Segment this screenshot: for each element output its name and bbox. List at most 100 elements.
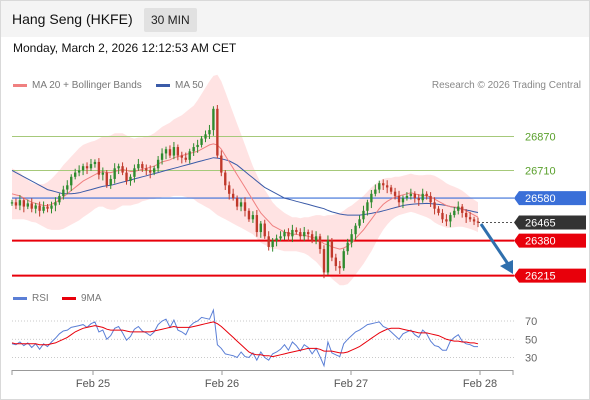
legend-ma20-bb: MA 20 + Bollinger Bands bbox=[13, 80, 142, 91]
candle-body bbox=[322, 249, 326, 273]
candle-body bbox=[89, 164, 93, 169]
timestamp: Monday, March 2, 2026 12:12:53 AM CET bbox=[13, 41, 237, 55]
candle-body bbox=[38, 205, 41, 211]
legend-ma50-label: MA 50 bbox=[175, 80, 204, 91]
candle-body bbox=[334, 257, 338, 267]
candle-body bbox=[26, 203, 29, 207]
candle-body bbox=[374, 189, 377, 194]
level-label-26215: 26215 bbox=[525, 271, 556, 283]
candle-body bbox=[354, 225, 357, 235]
candle-body bbox=[429, 195, 432, 203]
candle-body bbox=[378, 183, 381, 190]
legend-9ma-label: 9MA bbox=[81, 293, 102, 304]
candle-body bbox=[453, 210, 456, 216]
candle-body bbox=[342, 251, 345, 269]
candle-body bbox=[145, 168, 148, 171]
candle-body bbox=[42, 206, 45, 211]
candle-body bbox=[362, 210, 365, 220]
bollinger-band bbox=[12, 74, 478, 286]
candle-body bbox=[382, 183, 385, 186]
candle-body bbox=[413, 193, 416, 199]
candle-body bbox=[18, 200, 22, 206]
candle-body bbox=[105, 172, 108, 186]
candle-body bbox=[291, 229, 294, 237]
legend-ma50: MA 50 bbox=[156, 80, 203, 91]
rsi-tick-70: 70 bbox=[525, 316, 537, 328]
candle-body bbox=[338, 266, 341, 269]
candle-body bbox=[228, 185, 231, 194]
legend-9ma: 9MA bbox=[62, 293, 102, 304]
candle-body bbox=[385, 185, 389, 188]
candle-body bbox=[66, 185, 69, 190]
candle-body bbox=[318, 236, 322, 250]
candle-body bbox=[58, 195, 61, 203]
candle-body bbox=[117, 166, 120, 169]
candle-body bbox=[141, 164, 144, 169]
candle-body bbox=[421, 193, 424, 201]
candle-body bbox=[125, 172, 128, 182]
candle-body bbox=[133, 168, 136, 177]
candle-body bbox=[54, 202, 57, 206]
candle-body bbox=[433, 202, 436, 209]
candle-body bbox=[200, 138, 203, 145]
candle-body bbox=[401, 198, 405, 203]
candle-body bbox=[251, 215, 255, 220]
candle-body bbox=[441, 212, 444, 220]
candle-body bbox=[204, 134, 207, 139]
rsi-swatch bbox=[13, 296, 27, 300]
level-label-26215-box bbox=[514, 268, 586, 283]
candle-body bbox=[220, 155, 223, 173]
projection-arrow-shaft bbox=[479, 223, 510, 265]
candle-body bbox=[326, 240, 330, 273]
candle-body bbox=[156, 159, 160, 169]
candle-body bbox=[445, 219, 448, 222]
candle-body bbox=[30, 203, 33, 209]
candle-body bbox=[180, 155, 183, 158]
candle-body bbox=[287, 232, 290, 237]
candle-body bbox=[310, 234, 314, 241]
candle-body bbox=[184, 157, 187, 160]
candle-body bbox=[70, 176, 73, 186]
ma20-swatch bbox=[13, 83, 27, 87]
candle-body bbox=[314, 236, 318, 241]
candle-body bbox=[370, 193, 373, 203]
candle-body bbox=[235, 198, 239, 207]
candle-body bbox=[299, 232, 302, 237]
candle-body bbox=[330, 240, 334, 258]
candle-body bbox=[224, 172, 227, 186]
candle-body bbox=[279, 236, 282, 239]
current-price-label-box bbox=[514, 215, 586, 230]
candle-body bbox=[160, 153, 164, 160]
candle-body bbox=[472, 219, 476, 222]
candle-body bbox=[346, 242, 349, 252]
candle-body bbox=[468, 217, 472, 220]
resistance-label-26710: 26710 bbox=[525, 165, 556, 177]
candle-body bbox=[303, 232, 306, 237]
candle-body bbox=[417, 198, 420, 201]
candle-body bbox=[307, 232, 310, 235]
instrument-title: Hang Seng (HKFE) bbox=[12, 11, 133, 27]
candle-body bbox=[397, 195, 401, 203]
candle-body bbox=[121, 166, 124, 173]
candle-body bbox=[461, 206, 464, 213]
candle-body bbox=[81, 166, 85, 171]
candle-body bbox=[389, 187, 393, 192]
candle-body bbox=[196, 144, 199, 148]
candle-body bbox=[109, 178, 112, 186]
rsi-tick-50: 50 bbox=[525, 334, 537, 346]
ma50-swatch bbox=[156, 83, 170, 87]
ma50-line bbox=[11, 157, 479, 216]
legend-rsi-label: RSI bbox=[32, 293, 49, 304]
candle-body bbox=[22, 200, 26, 207]
candle-body bbox=[85, 166, 89, 169]
current-price-label: 26465 bbox=[525, 218, 556, 230]
candle-body bbox=[275, 238, 278, 241]
candle-body bbox=[295, 229, 298, 233]
candle-body bbox=[176, 147, 180, 156]
candle-body bbox=[464, 212, 468, 218]
rsi-ma9-line bbox=[11, 321, 479, 358]
x-tick-label: Feb 26 bbox=[205, 378, 239, 390]
timeframe-badge[interactable]: 30 MIN bbox=[144, 8, 197, 32]
ma9-swatch bbox=[62, 296, 76, 300]
legend-ma20-label: MA 20 + Bollinger Bands bbox=[32, 80, 142, 91]
